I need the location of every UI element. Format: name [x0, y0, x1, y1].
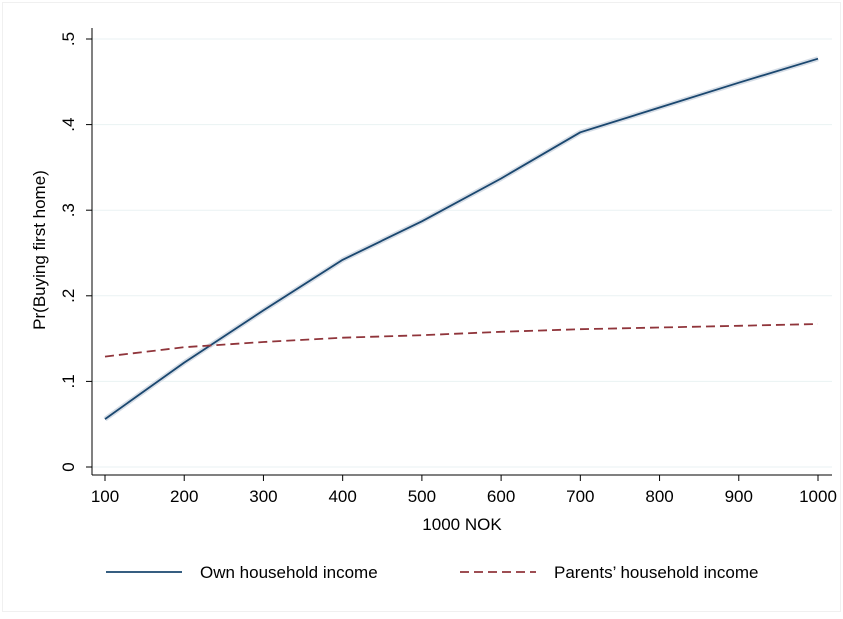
legend-label: Parents’ household income [554, 563, 758, 582]
x-tick-label: 500 [408, 487, 436, 506]
y-axis-label: Pr(Buying first home) [30, 170, 49, 330]
x-tick-label: 300 [249, 487, 277, 506]
y-tick-label: .4 [59, 118, 78, 132]
y-tick-label: .5 [59, 32, 78, 46]
y-tick-label: .1 [59, 374, 78, 388]
grid [92, 38, 832, 468]
x-tick-label: 800 [645, 487, 673, 506]
x-ticks: 100 200 300 400 500 600 700 800 900 1000 [91, 475, 837, 506]
y-tick-label: .2 [59, 289, 78, 303]
x-tick-label: 100 [91, 487, 119, 506]
parents-income-line [104, 323, 819, 358]
x-tick-label: 700 [566, 487, 594, 506]
series [103, 56, 819, 422]
legend-label: Own household income [200, 563, 378, 582]
x-tick-label: 600 [487, 487, 515, 506]
x-axis-label: 1000 NOK [422, 515, 502, 534]
y-tick-label: 0 [59, 462, 78, 471]
y-tick-label: .3 [59, 203, 78, 217]
x-tick-label: 1000 [799, 487, 837, 506]
x-tick-label: 900 [725, 487, 753, 506]
own-income-line [104, 57, 819, 420]
y-ticks: 0 .1 .2 .3 .4 .5 [59, 32, 92, 472]
x-tick-label: 400 [328, 487, 356, 506]
legend: Own household income Parents’ household i… [106, 563, 758, 582]
x-tick-label: 200 [170, 487, 198, 506]
